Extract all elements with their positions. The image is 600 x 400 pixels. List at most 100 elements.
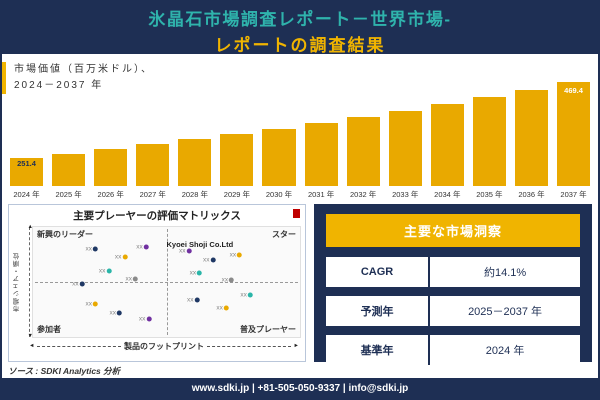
quadrant-label-pervasive-players: 普及プレーヤー — [240, 325, 296, 334]
point-dot — [143, 244, 149, 250]
arrow-down-icon: ▼ — [27, 332, 33, 339]
point-dot — [197, 270, 203, 276]
point-label: xx — [72, 280, 79, 288]
bar-column: 2031 年 — [304, 123, 338, 200]
bar-year-label: 2029 年 — [223, 190, 251, 199]
source-note: ソース : SDKI Analytics 分析 — [8, 366, 121, 376]
point-dot — [194, 297, 200, 303]
matrix-point: xx — [190, 270, 203, 277]
point-dot — [106, 268, 112, 274]
matrix-point: xx — [85, 246, 98, 253]
bar-year-label: 2030 年 — [265, 190, 293, 199]
bar — [430, 104, 464, 186]
matrix-title: 主要プレーヤーの評価マトリックス — [73, 210, 241, 222]
point-dot — [247, 292, 253, 298]
bar — [220, 134, 254, 186]
matrix-y-axis-line: ▲ ▼ — [23, 224, 33, 339]
bar-year-label: 2033 年 — [392, 190, 419, 199]
bar — [304, 123, 338, 186]
point-label: xx — [240, 291, 247, 299]
matrix-point: xx — [179, 248, 192, 255]
matrix-point: xx — [203, 257, 216, 264]
matrix-point: xx — [110, 309, 123, 316]
matrix-point: xx — [85, 301, 98, 308]
bar-column: 251.4 2024 年 — [10, 158, 44, 200]
bar-column: 469.4 2037 年 — [557, 82, 591, 200]
bar — [94, 149, 128, 186]
bar-year-label: 2035 年 — [476, 190, 503, 199]
matrix-point: xx — [115, 253, 128, 260]
crosshair-horizontal-line — [35, 282, 298, 283]
x-axis-dashed-line — [37, 346, 121, 347]
bar-column: 2035 年 — [472, 97, 506, 200]
matrix-point: xx — [187, 296, 200, 303]
quadrant-label-participants: 参加者 — [37, 325, 61, 334]
point-dot — [79, 281, 85, 287]
bar-column: 2028 年 — [178, 139, 212, 200]
arrow-right-icon: ► — [293, 342, 299, 349]
insight-value: 約14.1% — [483, 267, 527, 279]
bar-year-label: 2036 年 — [518, 190, 545, 199]
insight-value: 2024 年 — [485, 345, 525, 357]
arrow-up-icon: ▲ — [27, 224, 33, 230]
insight-row: CAGR 約14.1% — [326, 257, 580, 287]
point-label: xx — [85, 300, 92, 308]
point-dot — [117, 310, 123, 316]
header: 氷晶石市場調査レポート－世界市場- レポートの調査結果 — [2, 0, 598, 55]
point-label: xx — [178, 247, 186, 255]
matrix-y-axis-label: 市場シェア・順位 — [14, 252, 21, 312]
point-label: xx — [114, 253, 122, 261]
point-dot — [92, 246, 98, 252]
bar — [52, 153, 86, 186]
point-label: xx — [221, 276, 229, 284]
bar-chart: 251.4 2024 年 2025 年 2026 年 2027 年 2028 年 2029 … — [10, 82, 591, 200]
bar-year-label: 2031 年 — [307, 190, 335, 199]
bar-year-label: 2024 年 — [13, 190, 40, 199]
insight-label: 基準年 — [326, 335, 431, 365]
bar-year-label: 2032 年 — [350, 190, 377, 199]
report-title-line2: レポートの調査結果 — [214, 36, 386, 55]
bar-column: 2033 年 — [388, 110, 422, 200]
chart-axis-title-line2: 2024－2037 年 — [14, 80, 104, 91]
market-value-chart-section: 市場価値（百万米ドル）、 2024－2037 年 251.4 2024 年 2025… — [2, 54, 598, 200]
bar: 251.4 — [10, 158, 44, 186]
matrix-body: 市場シェア・順位 ▲ ▼ 新興のリーダー スター 参加者 普及プレーヤー Kyo… — [13, 224, 301, 339]
contact-bar: www.sdki.jp | +81-505-050-9337 | info@sd… — [2, 378, 598, 400]
point-dot — [133, 276, 139, 282]
insight-label: CAGR — [326, 257, 431, 287]
bar — [472, 97, 506, 186]
chart-axis-title: 市場価値（百万米ドル）、 2024－2037 年 — [2, 62, 153, 94]
point-dot — [92, 301, 98, 307]
point-label: xx — [109, 309, 117, 317]
x-axis-dashed-line — [207, 346, 291, 347]
point-dot — [122, 254, 128, 260]
bar-column: 2025 年 — [52, 153, 86, 200]
bar-column: 2034 年 — [430, 104, 464, 200]
matrix-plot: 新興のリーダー スター 参加者 普及プレーヤー Kyoei Shoji Co.L… — [32, 226, 301, 338]
chart-axis-title-line1: 市場価値（百万米ドル）、 — [14, 64, 153, 75]
player-matrix-panel: 主要プレーヤーの評価マトリックス 市場シェア・順位 ▲ ▼ 新興のリーダー スタ… — [8, 204, 306, 362]
lower-section: 主要プレーヤーの評価マトリックス 市場シェア・順位 ▲ ▼ 新興のリーダー スタ… — [2, 200, 598, 365]
bar-year-label: 2025 年 — [55, 190, 82, 199]
matrix-point: xx — [136, 243, 149, 250]
insight-label: 予測年 — [326, 296, 431, 326]
point-dot — [186, 248, 192, 254]
bar-column: 2036 年 — [514, 89, 549, 200]
bar-year-label: 2037 年 — [560, 190, 587, 199]
point-label: xx — [85, 245, 92, 253]
point-label: xx — [136, 243, 143, 251]
bar-value-label: 251.4 — [17, 159, 36, 168]
bar-year-label: 2028 年 — [181, 190, 208, 199]
point-dot — [223, 305, 229, 311]
point-label: xx — [125, 275, 133, 283]
insight-value: 2025－2037 年 — [468, 306, 543, 318]
bar-year-label: 2027 年 — [139, 190, 166, 199]
insight-row: 基準年 2024 年 — [326, 335, 580, 365]
bar — [514, 89, 549, 186]
quadrant-label-star: スター — [272, 230, 296, 239]
market-insights-panel: 主要な市場洞察 CAGR 約14.1% 予測年 2025－2037 年基準年 2024 … — [314, 204, 592, 365]
bar — [262, 128, 296, 186]
bar-year-label: 2026 年 — [97, 190, 124, 199]
red-marker-icon — [293, 209, 300, 218]
